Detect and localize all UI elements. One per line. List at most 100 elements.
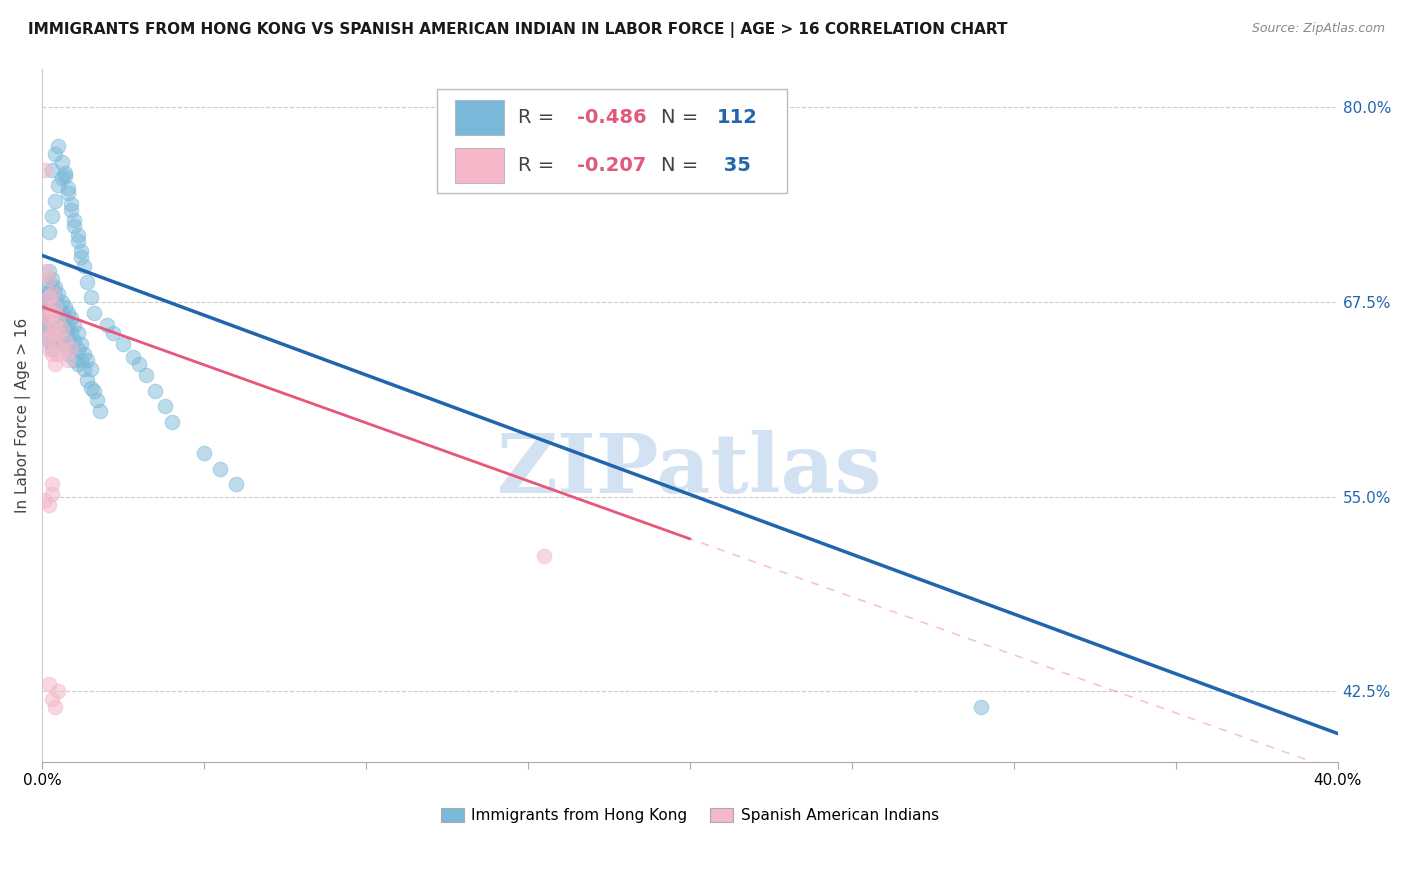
Point: [53, 334, 76, 348]
Point: [70, 244, 93, 258]
Point: [44, 334, 66, 348]
Point: [46, 326, 69, 341]
Point: [51, 170, 73, 185]
Point: [89, 404, 111, 418]
Point: [38, 498, 60, 512]
Point: [34, 310, 56, 325]
Point: [46, 178, 69, 193]
Point: [34, 492, 56, 507]
Point: [56, 346, 79, 360]
Point: [44, 194, 66, 208]
Point: [41, 287, 63, 301]
Point: [41, 326, 63, 341]
Point: [53, 337, 76, 351]
Point: [38, 318, 60, 333]
Point: [56, 318, 79, 333]
Point: [53, 300, 76, 314]
Point: [56, 186, 79, 200]
Point: [44, 700, 66, 714]
Point: [51, 155, 73, 169]
Point: [51, 295, 73, 310]
Point: [34, 318, 56, 333]
Point: [44, 318, 66, 333]
Point: [34, 300, 56, 314]
Point: [60, 310, 83, 325]
Point: [225, 477, 247, 491]
Point: [44, 290, 66, 304]
Point: [34, 310, 56, 325]
Point: [66, 235, 89, 249]
Point: [41, 287, 63, 301]
Point: [38, 342, 60, 356]
Point: [86, 393, 108, 408]
Point: [60, 342, 83, 356]
Point: [41, 477, 63, 491]
Point: [41, 302, 63, 317]
Point: [51, 306, 73, 320]
Point: [60, 326, 83, 341]
Point: [76, 373, 98, 387]
Point: [70, 250, 93, 264]
Point: [38, 331, 60, 345]
Point: [41, 692, 63, 706]
Point: [46, 318, 69, 333]
Point: [38, 326, 60, 341]
Point: [145, 384, 167, 398]
Point: [66, 342, 89, 356]
Point: [41, 342, 63, 356]
Point: [46, 306, 69, 320]
Point: [53, 169, 76, 183]
Point: [51, 318, 73, 333]
Point: [70, 352, 93, 367]
Point: [41, 295, 63, 310]
Point: [34, 287, 56, 301]
Point: [38, 284, 60, 298]
Point: [970, 700, 993, 714]
Point: [44, 147, 66, 161]
Point: [46, 326, 69, 341]
Point: [209, 462, 232, 476]
Point: [38, 306, 60, 320]
Point: [34, 315, 56, 329]
Point: [41, 318, 63, 333]
Point: [46, 346, 69, 360]
Point: [38, 290, 60, 304]
Point: [34, 302, 56, 317]
Point: [41, 272, 63, 286]
Point: [76, 352, 98, 367]
Point: [41, 486, 63, 500]
Point: [41, 310, 63, 325]
Point: [46, 337, 69, 351]
Point: [533, 549, 555, 563]
Point: [46, 287, 69, 301]
Point: [44, 318, 66, 333]
Point: [38, 300, 60, 314]
Point: [46, 684, 69, 698]
Point: [135, 368, 157, 383]
Point: [56, 331, 79, 345]
Point: [66, 228, 89, 243]
Y-axis label: In Labor Force | Age > 16: In Labor Force | Age > 16: [15, 318, 31, 513]
Point: [160, 415, 183, 429]
Point: [41, 334, 63, 348]
Point: [153, 400, 176, 414]
Point: [46, 310, 69, 325]
Point: [34, 162, 56, 177]
Point: [38, 272, 60, 286]
Legend: Immigrants from Hong Kong, Spanish American Indians: Immigrants from Hong Kong, Spanish Ameri…: [440, 808, 939, 823]
Point: [66, 326, 89, 341]
Point: [80, 362, 103, 376]
Point: [83, 306, 105, 320]
Point: [63, 219, 86, 233]
Point: [38, 676, 60, 690]
Point: [83, 384, 105, 398]
Point: [63, 318, 86, 333]
Point: [56, 352, 79, 367]
Point: [53, 166, 76, 180]
Point: [56, 181, 79, 195]
Point: [60, 203, 83, 218]
Point: [53, 310, 76, 325]
Point: [38, 225, 60, 239]
Point: [46, 139, 69, 153]
Point: [128, 358, 150, 372]
